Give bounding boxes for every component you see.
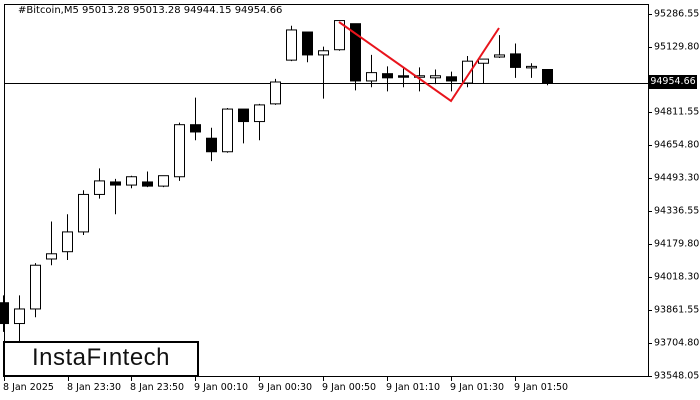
candle-bullish <box>14 295 25 344</box>
candle-bullish <box>366 54 377 88</box>
candle-bearish <box>510 43 521 78</box>
candle-bullish <box>174 122 185 181</box>
candle-bullish <box>494 35 505 59</box>
x-tick-label: 9 Jan 00:50 <box>322 382 377 393</box>
candles-group <box>0 20 553 344</box>
candle-bullish <box>222 108 233 153</box>
x-tick-label: 9 Jan 01:30 <box>450 382 505 393</box>
watermark-logo: InstaFıntech <box>3 341 199 377</box>
x-tick-label: 8 Jan 23:30 <box>67 382 122 393</box>
x-tick-label: 9 Jan 01:50 <box>514 382 569 393</box>
y-tick-label: 93704.80 <box>654 337 700 349</box>
candle-bullish <box>94 168 105 199</box>
pattern-line <box>338 21 500 103</box>
x-tick-label: 8 Jan 2025 <box>3 382 54 393</box>
y-axis-ticks <box>649 14 652 377</box>
candle-bullish <box>78 190 89 236</box>
y-tick-label: 94018.30 <box>654 271 700 283</box>
candle-bearish <box>190 97 201 141</box>
y-tick-label: 94811.55 <box>654 106 700 118</box>
candle-bearish <box>302 31 313 63</box>
candle-bullish <box>478 58 489 84</box>
x-tick-label: 9 Jan 01:10 <box>386 382 441 393</box>
y-tick-label: 95129.80 <box>654 41 700 53</box>
candle-bullish <box>46 221 57 266</box>
x-tick-label: 9 Jan 00:10 <box>194 382 249 393</box>
candle-bearish <box>142 171 153 188</box>
candle-bearish <box>398 68 409 88</box>
y-tick-label: 95286.55 <box>654 8 700 20</box>
plot-frame <box>4 4 649 377</box>
candle-bearish <box>446 71 457 92</box>
candle-bullish <box>30 263 41 318</box>
candle-bullish <box>430 69 441 85</box>
candle-bullish <box>126 175 137 189</box>
x-tick-label: 9 Jan 00:30 <box>258 382 313 393</box>
y-tick-label: 94336.55 <box>654 205 700 217</box>
y-tick-label: 93861.55 <box>654 304 700 316</box>
candle-bullish <box>270 78 281 105</box>
candle-bullish <box>526 63 537 78</box>
y-tick-label: 93548.05 <box>654 370 700 382</box>
y-tick-label: 94493.30 <box>654 172 700 184</box>
current-price-tag: 94954.66 <box>649 75 697 89</box>
candle-bearish <box>382 66 393 92</box>
y-tick-label: 94654.80 <box>654 139 700 151</box>
candle-bullish <box>254 103 265 141</box>
candle-bullish <box>462 55 473 88</box>
candle-bullish <box>318 46 329 99</box>
candle-bullish <box>62 214 73 261</box>
candle-bearish <box>542 69 553 86</box>
candle-bullish <box>334 20 345 51</box>
x-axis-ticks <box>4 377 516 381</box>
y-tick-label: 94179.80 <box>654 238 700 250</box>
candle-bearish <box>110 178 121 215</box>
candle-bearish <box>206 127 217 162</box>
logo-text: InstaFıntech <box>31 344 171 371</box>
x-tick-label: 8 Jan 23:50 <box>130 382 185 393</box>
chart-title: #Bitcoin,M5 95013.28 95013.28 94944.15 9… <box>18 5 283 16</box>
candle-bearish <box>238 108 249 144</box>
candle-bullish <box>286 25 297 62</box>
candle-bearish <box>0 295 9 332</box>
candle-bullish <box>158 175 169 188</box>
